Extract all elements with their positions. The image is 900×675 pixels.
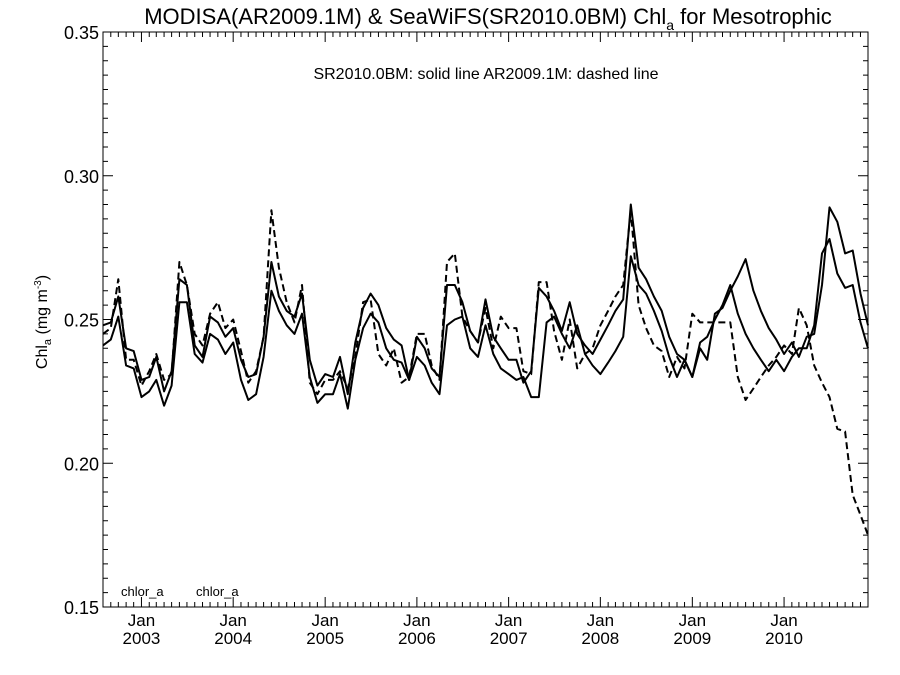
y-axis-label-close: ) xyxy=(34,275,51,280)
x-tick-label-year: 2006 xyxy=(398,629,436,648)
x-tick-label-year: 2005 xyxy=(306,629,344,648)
chart-title: MODISA(AR2009.1M) & SeaWiFS(SR2010.0BM) … xyxy=(144,4,832,33)
y-tick-label: 0.20 xyxy=(64,454,99,474)
y-tick-label: 0.30 xyxy=(64,167,99,187)
series-3-dashed-line xyxy=(102,209,869,536)
y-axis-label-main: Chl xyxy=(34,345,51,369)
x-tick-label-month: Jan xyxy=(311,611,338,630)
x-tick-label-month: Jan xyxy=(128,611,155,630)
x-tick-label-month: Jan xyxy=(219,611,246,630)
x-tick-label-year: 2004 xyxy=(214,629,252,648)
y-axis-label: Chla (mg m-3) xyxy=(33,275,54,369)
plot-frame xyxy=(102,31,869,608)
legend-annotation: SR2010.0BM: solid line AR2009.1M: dashed… xyxy=(313,66,658,83)
x-tick-label-year: 2003 xyxy=(123,629,161,648)
y-axis-label-superscript: -3 xyxy=(33,280,44,289)
x-tick-label-month: Jan xyxy=(403,611,430,630)
x-tick-label-month: Jan xyxy=(770,611,797,630)
y-tick-label: 0.35 xyxy=(64,23,99,43)
chart-title-main: MODISA(AR2009.1M) & SeaWiFS(SR2010.0BM) … xyxy=(144,4,666,29)
series-2-solid-line xyxy=(102,238,869,410)
x-tick-label-month: Jan xyxy=(587,611,614,630)
y-axis-label-units: (mg m xyxy=(34,289,51,339)
corner-label-2: chlor_a xyxy=(196,584,239,599)
corner-label-1: chlor_a xyxy=(121,584,164,599)
x-tick-label-year: 2007 xyxy=(490,629,528,648)
x-tick-label-month: Jan xyxy=(679,611,706,630)
x-tick-label-month: Jan xyxy=(495,611,522,630)
chart-title-subscript: a xyxy=(666,17,674,33)
series-1-solid-line xyxy=(102,203,869,396)
y-tick-label: 0.15 xyxy=(64,598,99,618)
x-tick-label-year: 2009 xyxy=(673,629,711,648)
x-tick-label-year: 2008 xyxy=(581,629,619,648)
y-tick-label: 0.25 xyxy=(64,311,99,331)
x-tick-label-year: 2010 xyxy=(765,629,803,648)
chart-title-end: for Mesotrophic xyxy=(674,4,832,29)
y-axis-label-subscript: a xyxy=(42,338,54,345)
